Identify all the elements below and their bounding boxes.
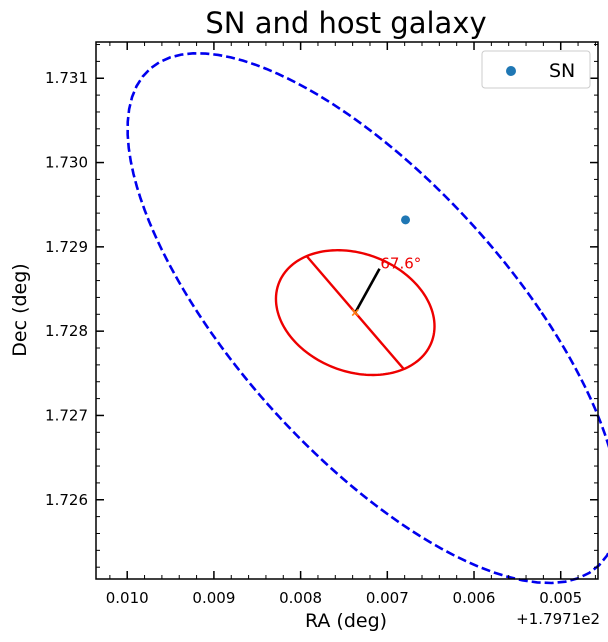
host-inner-ellipse [274,249,436,377]
host-center-marker [351,309,359,317]
chart-title: SN and host galaxy [205,6,486,40]
y-tick-label: 1.729 [45,238,88,256]
y-tick-label: 1.730 [45,154,88,172]
minor-axis-line [354,268,381,314]
y-tick-label: 1.728 [45,322,88,340]
ellipse-layer [126,52,608,585]
x-tick-label: 0.010 [106,589,149,607]
x-tick-label: 0.009 [192,589,235,607]
axes-frame [95,41,599,580]
y-tick-label: 1.731 [45,69,88,87]
x-tick-label: 0.006 [453,589,496,607]
legend-sn-label: SN [549,60,575,82]
tick-layer: 0.010 0.009 0.008 0.007 0.006 0.005 1.726 1.727… [45,42,598,607]
angle-annotation: 67.6° [380,255,421,273]
host-outer-ellipse [126,52,608,585]
x-tick-label: 0.008 [279,589,322,607]
x-axis-label: RA (deg) [305,610,387,632]
x-axis-offset-label: +1.7971e2 [516,610,600,628]
legend-sn-marker [506,66,516,76]
y-tick-label: 1.726 [45,491,88,509]
sn-point [401,215,411,225]
y-tick-label: 1.727 [45,406,88,424]
x-tick-label: 0.005 [539,589,582,607]
y-axis-label: Dec (deg) [9,263,31,356]
legend: SN [481,50,591,89]
legend-box [481,50,591,89]
point-layer: 67.6° [351,215,421,317]
x-tick-label: 0.007 [366,589,409,607]
